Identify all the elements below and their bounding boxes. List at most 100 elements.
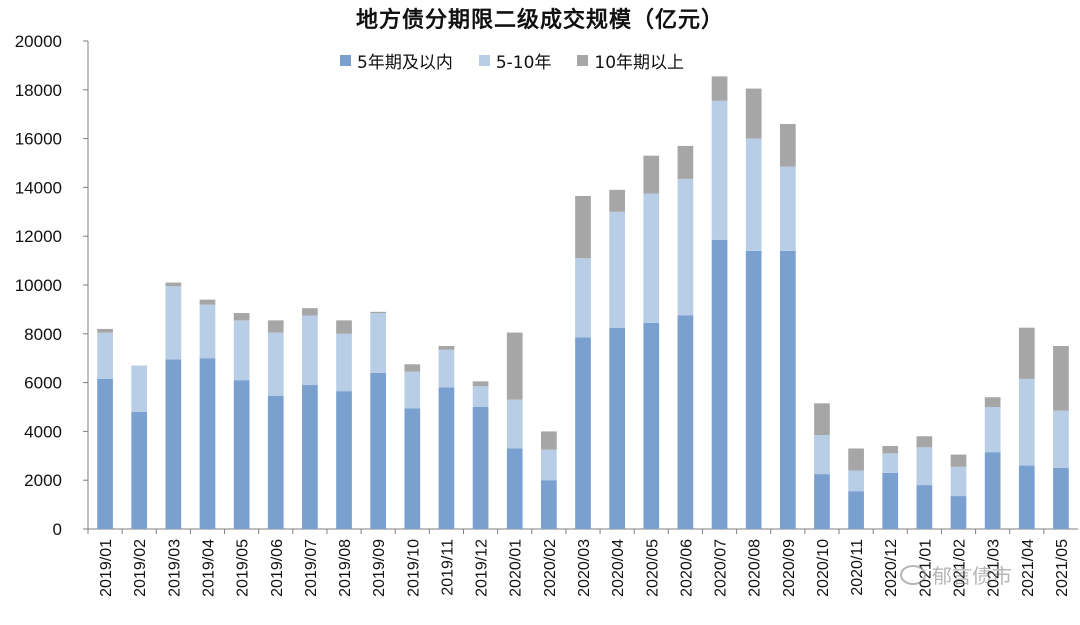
bar-segment [506, 448, 523, 529]
y-tick-label: 12000 [15, 227, 62, 246]
bar-segment [302, 385, 318, 529]
x-tick-label: 2019/07 [303, 539, 320, 597]
bar-segment [131, 365, 148, 412]
x-tick-label: 2019/03 [166, 539, 183, 597]
bar-segment [677, 145, 694, 179]
bar-segment [677, 178, 694, 316]
bar-segment [882, 472, 899, 529]
bar-segment [165, 286, 182, 360]
bar-segment [404, 364, 421, 372]
bar-segment [575, 195, 591, 259]
bar-segment [233, 380, 250, 529]
bar-segment [267, 320, 284, 333]
bar-segment [814, 403, 830, 436]
legend-label-series-2: 5-10年 [495, 53, 552, 73]
x-tick-label: 2021/04 [1020, 539, 1037, 597]
bar-segment [1018, 465, 1035, 529]
bar-segment [97, 332, 113, 379]
bar-segment [233, 313, 250, 321]
bar-segment [950, 466, 967, 497]
y-tick-label: 0 [53, 520, 62, 539]
x-tick-label: 2020/08 [747, 539, 764, 597]
x-tick-label: 2021/02 [952, 539, 969, 597]
bar-segment [267, 396, 284, 529]
bar-segment [950, 454, 967, 467]
bar-segment [302, 308, 318, 316]
bar-segment [711, 100, 728, 240]
bar-segment [745, 88, 762, 139]
bar-segment [165, 282, 182, 287]
legend-label-series-1: 5年期及以内 [357, 53, 453, 73]
x-tick-label: 2020/09 [781, 539, 798, 597]
x-tick-label: 2019/09 [371, 539, 388, 597]
x-tick-label: 2020/04 [610, 539, 627, 597]
bar-segment [575, 258, 591, 338]
bar-segment [97, 328, 113, 333]
bar-segment [541, 431, 557, 450]
bar-segment [97, 378, 113, 529]
bar-segment [984, 452, 1001, 529]
legend-item-series-1: 5年期及以内 [340, 48, 453, 73]
bar-segment [336, 333, 352, 392]
x-tick-label: 2019/01 [98, 539, 115, 597]
y-tick-label: 10000 [15, 276, 62, 295]
bar-segment [745, 250, 762, 529]
bar-segment [882, 446, 899, 454]
y-tick-label: 4000 [24, 422, 62, 441]
y-tick-label: 8000 [24, 325, 62, 344]
chart-legend: 5年期及以内 5-10年 10年期以上 [340, 48, 684, 73]
bar-segment [711, 239, 728, 530]
legend-swatch-series-2 [478, 55, 490, 66]
x-tick-label: 2019/11 [439, 539, 456, 596]
bar-segment [541, 480, 557, 529]
bar-segment [848, 491, 864, 529]
bar-segment [677, 315, 694, 529]
bar-segment [370, 311, 387, 314]
bar-segment [984, 407, 1001, 453]
bar-segment [131, 411, 148, 529]
bar-segment [643, 155, 660, 194]
bar-segment [472, 407, 489, 529]
bar-segment [472, 381, 489, 387]
x-tick-label: 2019/05 [235, 539, 252, 597]
bar-segment [916, 485, 933, 529]
bar-segment [506, 332, 523, 400]
bar-segment [950, 496, 967, 529]
bar-segment [438, 349, 455, 388]
x-tick-label: 2020/02 [542, 539, 559, 597]
bar-segment [438, 346, 455, 350]
bar-segment [199, 299, 216, 305]
y-tick-label: 14000 [15, 178, 62, 197]
bar-segment [609, 327, 625, 529]
wechat-icon [900, 564, 926, 585]
bar-segment [199, 358, 216, 529]
x-tick-label: 2020/10 [815, 539, 832, 597]
bar-segment [472, 386, 489, 407]
y-tick-label: 18000 [15, 81, 62, 100]
bar-segment [916, 447, 933, 486]
x-tick-label: 2020/06 [678, 539, 695, 597]
bar-segment [506, 399, 523, 449]
bar-segment [199, 304, 216, 359]
y-tick-label: 2000 [24, 471, 62, 490]
bar-segment [779, 123, 796, 167]
bar-segment [370, 313, 387, 373]
bar-segment [438, 387, 455, 529]
bar-segment [711, 76, 728, 101]
bar-segment [541, 449, 557, 481]
bar-segment [916, 436, 933, 448]
legend-swatch-series-3 [577, 55, 589, 66]
bar-segment [165, 359, 182, 529]
x-tick-label: 2020/01 [508, 539, 525, 597]
bar-segment [302, 315, 318, 386]
bar-segment [848, 448, 864, 471]
legend-item-series-3: 10年期以上 [577, 48, 684, 73]
bar-segment [814, 435, 830, 475]
legend-swatch-series-1 [340, 55, 351, 66]
bar-segment [1018, 327, 1035, 379]
y-tick-label: 20000 [15, 32, 62, 51]
bar-segment [779, 250, 796, 529]
bar-segment [404, 408, 421, 529]
bar-segment [643, 193, 660, 323]
